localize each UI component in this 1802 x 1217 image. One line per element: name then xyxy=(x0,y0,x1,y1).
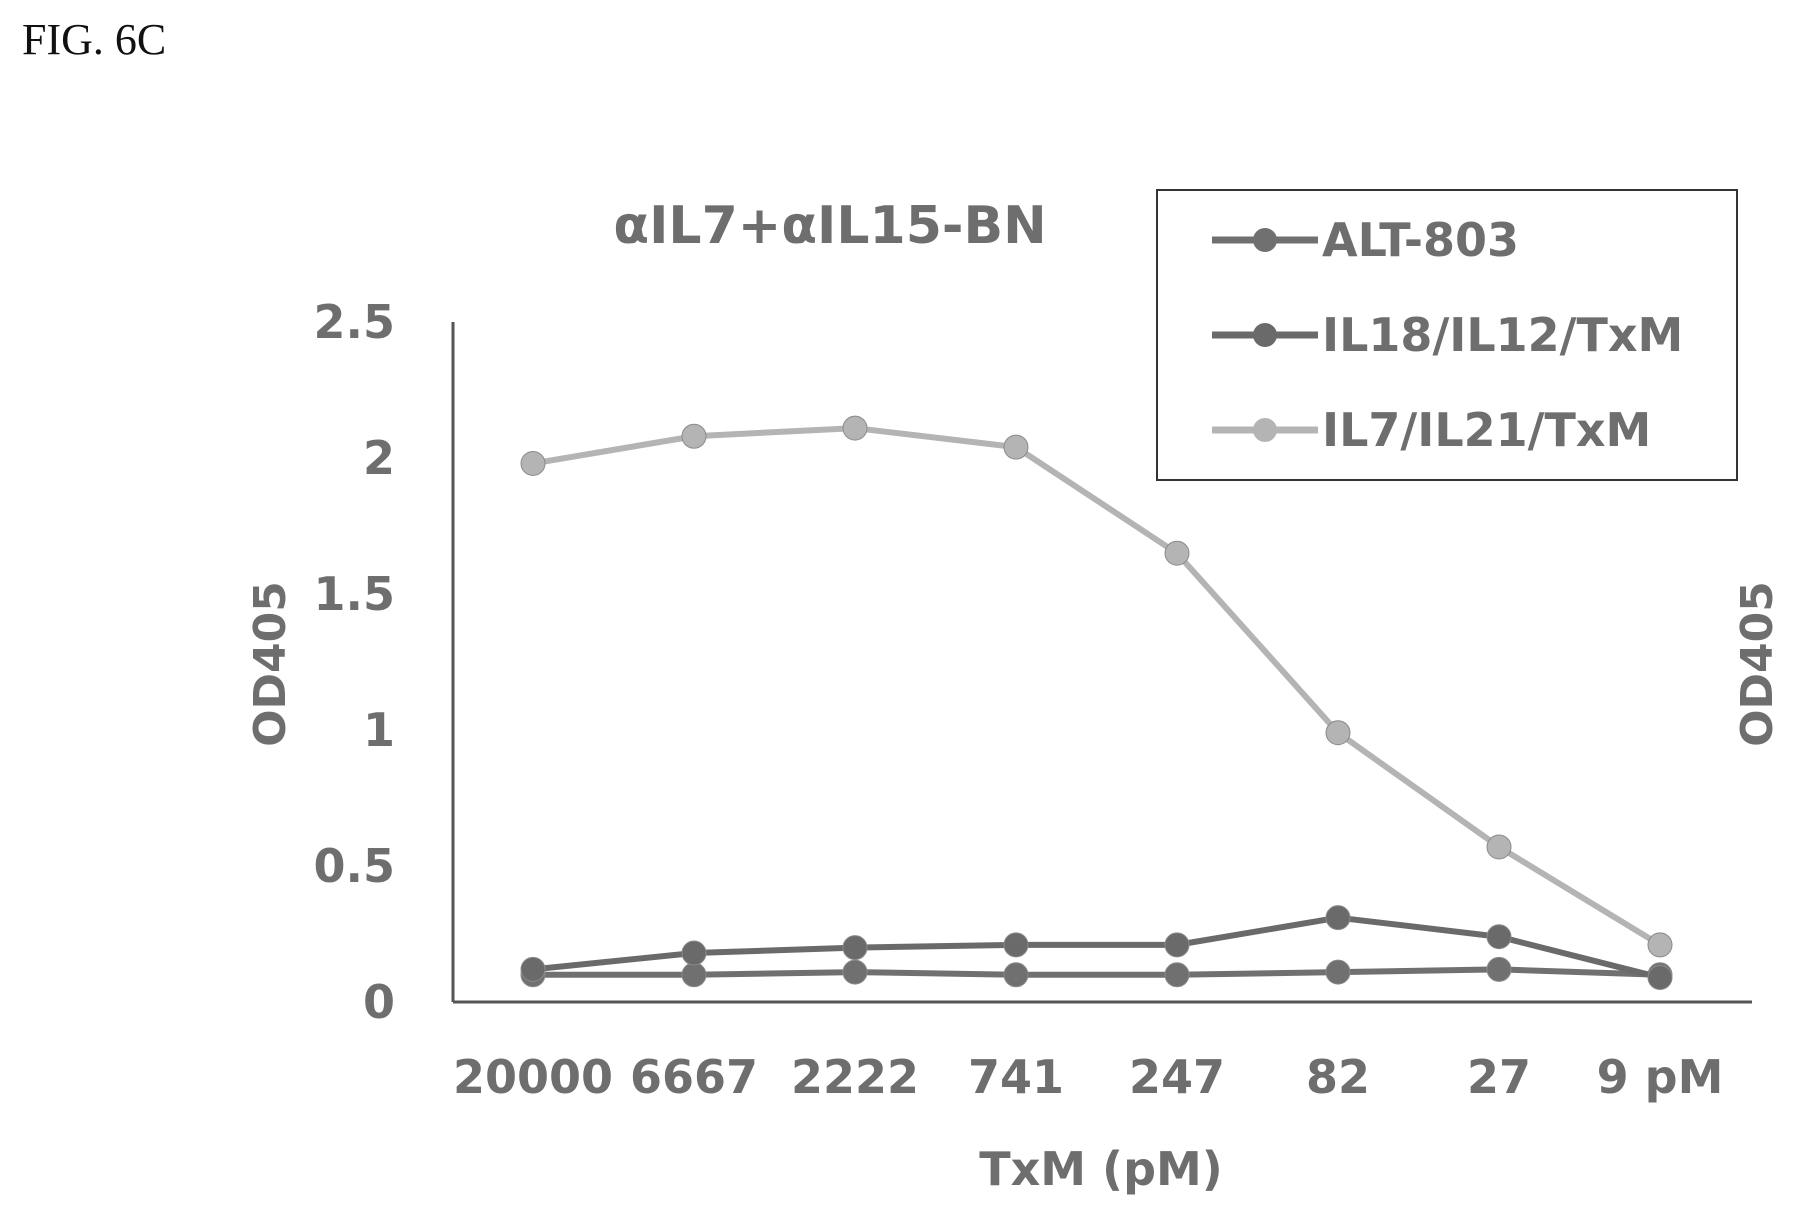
data-point xyxy=(1486,956,1512,982)
data-point xyxy=(520,956,546,982)
data-point xyxy=(1486,924,1512,950)
y-tick-labels: 0 0.5 1 1.5 2 2.5 xyxy=(314,295,396,1029)
data-point xyxy=(1647,932,1673,958)
y-axis-label-right: OD405 xyxy=(1732,581,1783,747)
data-point xyxy=(1164,932,1190,958)
x-tick-label: 9 pM xyxy=(1597,1050,1724,1104)
data-point xyxy=(1647,965,1673,991)
series-line xyxy=(532,425,1662,948)
legend-label: IL18/IL12/TxM xyxy=(1322,308,1683,362)
x-tick-label: 6667 xyxy=(630,1050,758,1104)
legend-label: ALT-803 xyxy=(1322,213,1519,267)
series-line xyxy=(532,914,1661,981)
data-point xyxy=(1325,720,1351,746)
data-point xyxy=(1164,962,1190,988)
data-point xyxy=(842,935,868,961)
x-tick-labels: 20000 6667 2222 741 247 82 27 9 pM xyxy=(453,1050,1723,1104)
data-point xyxy=(1003,434,1029,460)
series-layer xyxy=(520,415,1673,991)
data-point xyxy=(681,423,707,449)
x-axis-label: TxM (pM) xyxy=(979,1142,1223,1196)
data-point xyxy=(842,415,868,441)
legend-label: IL7/IL21/TxM xyxy=(1322,403,1651,457)
chart-title: αIL7+αIL15-BN xyxy=(613,196,1046,256)
data-point xyxy=(681,940,707,966)
x-tick-label: 20000 xyxy=(453,1050,613,1104)
legend-swatch-marker xyxy=(1253,228,1277,252)
x-tick-label: 741 xyxy=(968,1050,1064,1104)
y-tick-label: 1 xyxy=(363,703,395,757)
y-tick-label: 1.5 xyxy=(314,567,396,621)
y-tick-label: 0 xyxy=(363,975,395,1029)
x-tick-label: 27 xyxy=(1467,1050,1531,1104)
y-axis-label: OD405 xyxy=(245,581,296,747)
y-tick-label: 0.5 xyxy=(314,839,396,893)
x-tick-label: 247 xyxy=(1129,1050,1225,1104)
x-tick-label: 2222 xyxy=(791,1050,919,1104)
data-point xyxy=(1325,959,1351,985)
legend-swatch-marker xyxy=(1253,418,1277,442)
series-line xyxy=(533,966,1661,978)
data-point xyxy=(842,959,868,985)
legend-swatch-marker xyxy=(1253,323,1277,347)
data-point xyxy=(520,450,546,476)
y-tick-label: 2.5 xyxy=(314,295,396,349)
data-point xyxy=(1325,905,1351,931)
data-point xyxy=(681,962,707,988)
x-tick-label: 82 xyxy=(1306,1050,1370,1104)
figure-label: FIG. 6C xyxy=(22,15,167,64)
data-point xyxy=(1003,932,1029,958)
y-tick-label: 2 xyxy=(363,431,395,485)
data-point xyxy=(1164,540,1190,566)
data-point xyxy=(1486,834,1512,860)
legend: ALT-803 IL18/IL12/TxM IL7/IL21/TxM xyxy=(1156,189,1738,481)
data-point xyxy=(1003,962,1029,988)
